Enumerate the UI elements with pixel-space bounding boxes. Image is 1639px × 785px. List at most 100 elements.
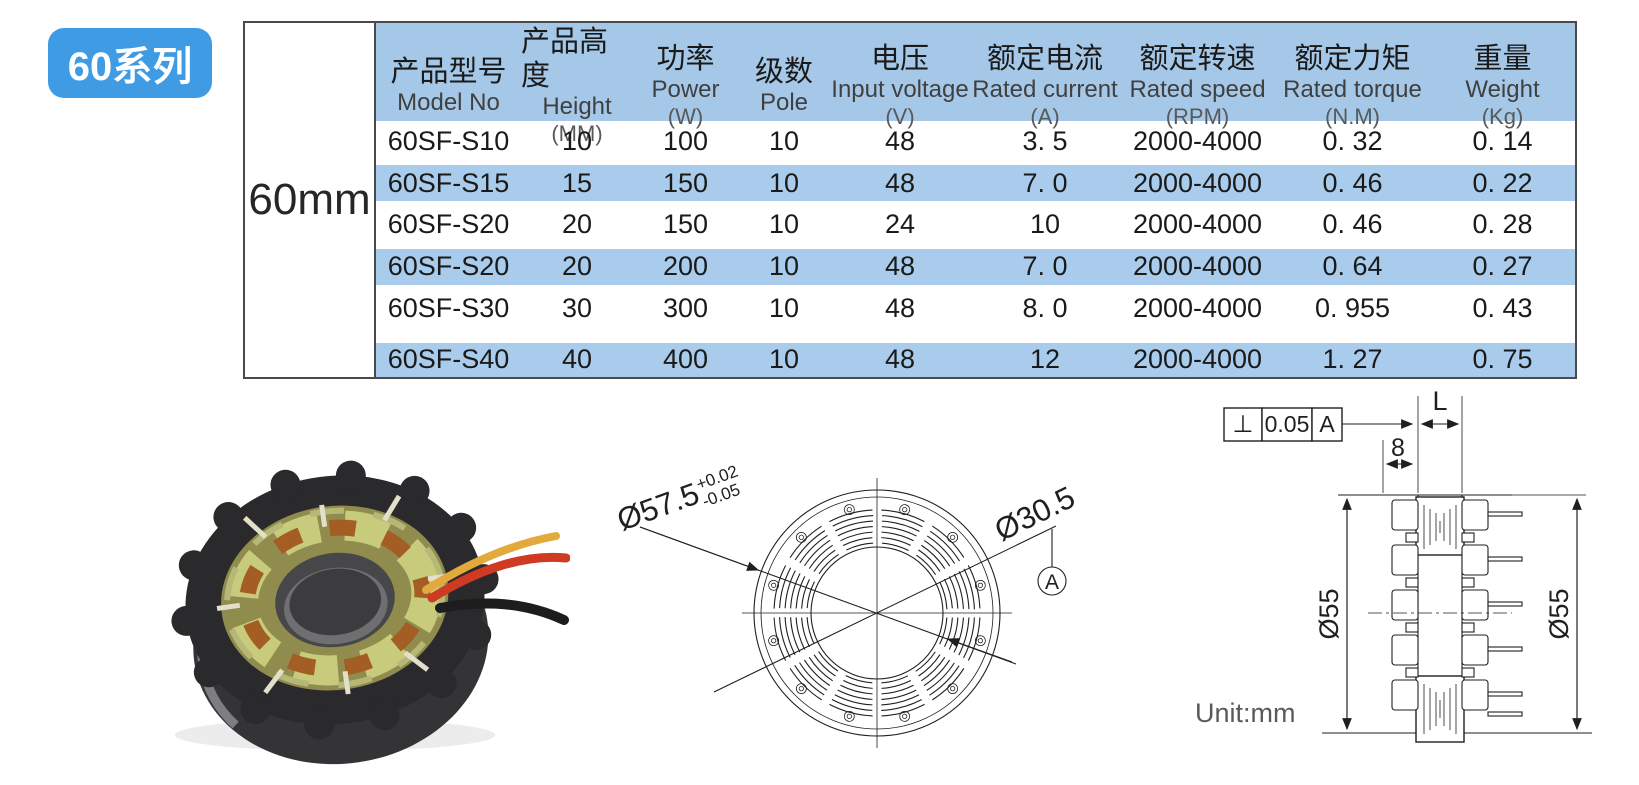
svg-text:0.05: 0.05: [1265, 411, 1310, 437]
row-gap: [376, 328, 1575, 343]
cell-model: 60SF-S20: [387, 209, 510, 240]
svg-text:8: 8: [1391, 434, 1405, 462]
cell-voltage: 48: [884, 126, 916, 157]
datum-balloon-label: A: [1045, 571, 1059, 594]
cell-power: 150: [662, 209, 709, 240]
header-unit: (RPM): [1165, 104, 1230, 129]
cell-height: 40: [561, 344, 593, 375]
cell-voltage: 48: [884, 251, 916, 282]
cell-current: 10: [1029, 209, 1061, 240]
header-en: Input voltage: [831, 76, 969, 103]
header-cn: 额定电流: [986, 43, 1103, 75]
cell-speed: 2000-4000: [1132, 251, 1263, 282]
cell-current: 7. 0: [1022, 251, 1068, 282]
size-label: 60mm: [245, 23, 376, 377]
header-en: Rated torque: [1283, 76, 1422, 103]
series-badge: 60系列: [48, 28, 212, 98]
cell-model: 60SF-S20: [387, 251, 510, 282]
cell-power: 300: [662, 292, 709, 323]
cell-torque: 0. 32: [1322, 126, 1383, 157]
svg-text:L: L: [1432, 386, 1447, 416]
header-unit: (Kg): [1481, 104, 1524, 129]
header-en: Model No: [397, 89, 500, 116]
table-row: 60SF-S15 15 150 10 48 7. 0 2000-4000 0. …: [376, 162, 1575, 205]
col-header-speed: 额定转速 Rated speed (RPM): [1120, 23, 1275, 147]
header-cn: 重量: [1473, 43, 1532, 75]
cell-power: 400: [662, 344, 709, 375]
dim-L: L: [1417, 386, 1463, 493]
header-cn: 产品型号: [390, 56, 507, 88]
table-row: 60SF-S40 40 400 10 48 12 2000-4000 1. 27…: [376, 342, 1575, 378]
cell-torque: 0. 46: [1322, 209, 1383, 240]
header-en: Height: [542, 93, 612, 120]
header-en: Power: [651, 76, 720, 103]
cell-torque: 0. 955: [1314, 292, 1391, 323]
col-header-height: 产品高度 Height (MM): [521, 23, 633, 147]
header-cn: 产品高度: [521, 26, 609, 92]
cell-weight: 0. 43: [1472, 292, 1533, 323]
cell-voltage: 24: [884, 209, 916, 240]
header-cn: 额定力矩: [1294, 43, 1411, 75]
dim-dia-left: Ø55: [1314, 497, 1352, 731]
header-unit: (W): [667, 104, 704, 129]
stator-front-view-drawing: Ø57.5 +0.02 -0.05 Ø30.5 A: [612, 462, 1080, 748]
cell-speed: 2000-4000: [1132, 126, 1263, 157]
cell-speed: 2000-4000: [1132, 167, 1263, 198]
cell-current: 12: [1029, 344, 1061, 375]
table-row: 60SF-S30 30 300 10 48 8. 0 2000-4000 0. …: [376, 288, 1575, 329]
col-header-current: 额定电流 Rated current (A): [970, 23, 1120, 147]
cell-height: 20: [561, 251, 593, 282]
cell-power: 150: [662, 167, 709, 198]
tolerance-frame: ⊥ 0.05 A: [1223, 407, 1414, 442]
dim-dia-right: Ø55: [1544, 497, 1582, 731]
table-row: 60SF-S20 20 200 10 48 7. 0 2000-4000 0. …: [376, 245, 1575, 288]
cell-current: 8. 0: [1022, 292, 1068, 323]
header-unit: (N.M): [1325, 104, 1380, 129]
cell-weight: 0. 22: [1472, 167, 1533, 198]
stator-photo: [171, 460, 570, 765]
table-header-row: 产品型号 Model No 产品高度 Height (MM) 功率 Power …: [376, 23, 1575, 146]
table-row: 60SF-S20 20 150 10 24 10 2000-4000 0. 46…: [376, 204, 1575, 245]
cell-height: 20: [561, 209, 593, 240]
cell-height: 30: [561, 292, 593, 323]
svg-text:Ø57.5: Ø57.5: [612, 476, 703, 538]
cell-pole: 10: [768, 167, 800, 198]
cell-speed: 2000-4000: [1132, 209, 1263, 240]
cell-model: 60SF-S40: [387, 344, 510, 375]
cell-current: 3. 5: [1022, 126, 1068, 157]
cell-torque: 1. 27: [1322, 344, 1383, 375]
col-header-voltage: 电压 Input voltage (V): [830, 23, 970, 147]
cell-model: 60SF-S15: [387, 167, 510, 198]
col-header-weight: 重量 Weight (Kg): [1430, 23, 1575, 147]
header-cn: 电压: [870, 43, 929, 75]
col-header-model: 产品型号 Model No: [376, 23, 521, 147]
header-unit: (A): [1030, 104, 1060, 129]
inner-diameter-label: Ø30.5: [989, 479, 1080, 547]
svg-text:Ø55: Ø55: [1544, 588, 1574, 639]
cell-voltage: 48: [884, 167, 916, 198]
col-header-torque: 额定力矩 Rated torque (N.M): [1275, 23, 1430, 147]
cell-pole: 10: [768, 126, 800, 157]
table-row: 60SF-S10 10 100 10 48 3. 5 2000-4000 0. …: [376, 121, 1575, 162]
outer-diameter-label: Ø57.5 +0.02 -0.05: [612, 462, 742, 538]
cell-current: 7. 0: [1022, 167, 1068, 198]
stator-side-view-drawing: ⊥ 0.05 A L 8: [1223, 386, 1592, 743]
cell-weight: 0. 28: [1472, 209, 1533, 240]
rivet-holes: [768, 504, 986, 722]
cell-power: 200: [662, 251, 709, 282]
cell-torque: 0. 64: [1322, 251, 1383, 282]
cell-power: 100: [662, 126, 709, 157]
dim-8: 8: [1382, 434, 1414, 493]
cell-weight: 0. 14: [1472, 126, 1533, 157]
cell-pole: 10: [768, 344, 800, 375]
svg-text:A: A: [1319, 411, 1335, 437]
header-en: Pole: [759, 89, 809, 116]
cell-pole: 10: [768, 251, 800, 282]
spec-table: 60mm 产品型号 Model No 产品高度 Height (MM) 功率 P…: [243, 21, 1577, 379]
cell-voltage: 48: [884, 344, 916, 375]
header-en: Rated speed: [1129, 76, 1266, 103]
cell-speed: 2000-4000: [1132, 292, 1263, 323]
header-cn: 级数: [754, 56, 813, 88]
col-header-pole: 级数 Pole: [738, 23, 830, 147]
